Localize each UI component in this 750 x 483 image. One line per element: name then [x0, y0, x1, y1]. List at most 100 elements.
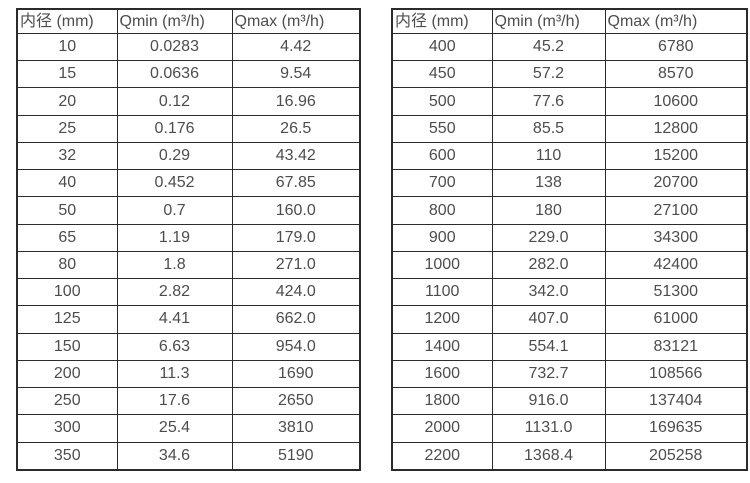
diameter-cell: 550	[391, 114, 493, 143]
qmax-cell: 61000	[604, 305, 748, 334]
column-header-qmin: Qmin (m³/h)	[491, 8, 606, 34]
diameter-cell: 50	[16, 196, 118, 225]
diameter-cell: 10	[16, 32, 118, 62]
diameter-cell: 350	[16, 441, 118, 471]
table-row: 40 0.452 67.85	[16, 169, 361, 198]
qmin-cell: 1131.0	[491, 414, 606, 443]
diameter-cell: 1400	[391, 332, 493, 361]
qmax-cell: 42400	[604, 250, 748, 280]
qmin-cell: 0.7	[116, 196, 233, 225]
diameter-cell: 100	[16, 278, 118, 307]
column-header-qmax: Qmax (m³/h)	[604, 8, 748, 34]
qmin-cell: 229.0	[491, 223, 606, 252]
qmax-cell: 160.0	[231, 196, 361, 225]
column-header-qmin: Qmin (m³/h)	[116, 8, 233, 34]
qmin-cell: 0.0283	[116, 32, 233, 62]
diameter-cell: 40	[16, 169, 118, 198]
qmax-cell: 5190	[231, 441, 361, 471]
qmax-cell: 27100	[604, 196, 748, 225]
table-row: 250 17.6 2650	[16, 387, 361, 416]
diameter-cell: 150	[16, 332, 118, 361]
table-body: 400 45.2 6780 450 57.2 8570 500 77.6 10600 550 85.…	[391, 32, 748, 471]
table-row: 80 1.8 271.0	[16, 250, 361, 280]
qmin-cell: 732.7	[491, 359, 606, 389]
qmin-cell: 0.176	[116, 114, 233, 143]
table-row: 65 1.19 179.0	[16, 223, 361, 252]
diameter-cell: 1200	[391, 305, 493, 334]
table-row: 700 138 20700	[391, 169, 748, 198]
table-row: 100 2.82 424.0	[16, 278, 361, 307]
qmax-cell: 15200	[604, 141, 748, 171]
qmax-cell: 8570	[604, 60, 748, 89]
qmax-cell: 4.42	[231, 32, 361, 62]
qmin-cell: 916.0	[491, 387, 606, 416]
diameter-cell: 1000	[391, 250, 493, 280]
table-row: 10 0.0283 4.42	[16, 32, 361, 62]
qmin-cell: 110	[491, 141, 606, 171]
diameter-cell: 600	[391, 141, 493, 171]
qmin-cell: 138	[491, 169, 606, 198]
diameter-cell: 2200	[391, 441, 493, 471]
table-body: 10 0.0283 4.42 15 0.0636 9.54 20 0.12 16.96 25 0.1…	[16, 32, 361, 471]
table-row: 1600 732.7 108566	[391, 359, 748, 389]
table-header-row: 内径 (mm) Qmin (m³/h) Qmax (m³/h)	[16, 8, 361, 34]
table-row: 900 229.0 34300	[391, 223, 748, 252]
qmin-cell: 0.12	[116, 87, 233, 116]
qmax-cell: 179.0	[231, 223, 361, 252]
diameter-cell: 450	[391, 60, 493, 89]
table-row: 400 45.2 6780	[391, 32, 748, 62]
column-header-diameter: 内径 (mm)	[391, 8, 493, 34]
flow-table-small-diameters: 内径 (mm) Qmin (m³/h) Qmax (m³/h) 10 0.0283…	[16, 8, 361, 471]
qmin-cell: 11.3	[116, 359, 233, 389]
qmin-cell: 1.19	[116, 223, 233, 252]
qmin-cell: 17.6	[116, 387, 233, 416]
qmax-cell: 51300	[604, 278, 748, 307]
table-row: 600 110 15200	[391, 141, 748, 171]
qmin-cell: 0.452	[116, 169, 233, 198]
qmax-cell: 10600	[604, 87, 748, 116]
diameter-cell: 80	[16, 250, 118, 280]
diameter-cell: 1600	[391, 359, 493, 389]
qmax-cell: 2650	[231, 387, 361, 416]
qmin-cell: 6.63	[116, 332, 233, 361]
qmin-cell: 57.2	[491, 60, 606, 89]
qmax-cell: 67.85	[231, 169, 361, 198]
qmin-cell: 554.1	[491, 332, 606, 361]
table-row: 1100 342.0 51300	[391, 278, 748, 307]
table-row: 1800 916.0 137404	[391, 387, 748, 416]
qmin-cell: 25.4	[116, 414, 233, 443]
table-row: 500 77.6 10600	[391, 87, 748, 116]
column-header-diameter: 内径 (mm)	[16, 8, 118, 34]
qmin-cell: 407.0	[491, 305, 606, 334]
qmin-cell: 45.2	[491, 32, 606, 62]
diameter-cell: 2000	[391, 414, 493, 443]
table-row: 350 34.6 5190	[16, 441, 361, 471]
qmax-cell: 954.0	[231, 332, 361, 361]
qmin-cell: 4.41	[116, 305, 233, 334]
qmin-cell: 0.29	[116, 141, 233, 171]
qmax-cell: 205258	[604, 441, 748, 471]
qmax-cell: 6780	[604, 32, 748, 62]
qmin-cell: 1368.4	[491, 441, 606, 471]
qmax-cell: 26.5	[231, 114, 361, 143]
table-row: 200 11.3 1690	[16, 359, 361, 389]
flow-table-large-diameters: 内径 (mm) Qmin (m³/h) Qmax (m³/h) 400 45.2 6…	[391, 8, 748, 471]
diameter-cell: 800	[391, 196, 493, 225]
qmin-cell: 342.0	[491, 278, 606, 307]
qmax-cell: 43.42	[231, 141, 361, 171]
diameter-cell: 125	[16, 305, 118, 334]
diameter-cell: 200	[16, 359, 118, 389]
qmin-cell: 0.0636	[116, 60, 233, 89]
diameter-cell: 20	[16, 87, 118, 116]
qmax-cell: 662.0	[231, 305, 361, 334]
table-row: 800 180 27100	[391, 196, 748, 225]
table-row: 50 0.7 160.0	[16, 196, 361, 225]
column-header-qmax: Qmax (m³/h)	[231, 8, 361, 34]
diameter-cell: 300	[16, 414, 118, 443]
table-row: 15 0.0636 9.54	[16, 60, 361, 89]
qmax-cell: 424.0	[231, 278, 361, 307]
table-row: 300 25.4 3810	[16, 414, 361, 443]
qmin-cell: 1.8	[116, 250, 233, 280]
diameter-cell: 65	[16, 223, 118, 252]
qmin-cell: 282.0	[491, 250, 606, 280]
